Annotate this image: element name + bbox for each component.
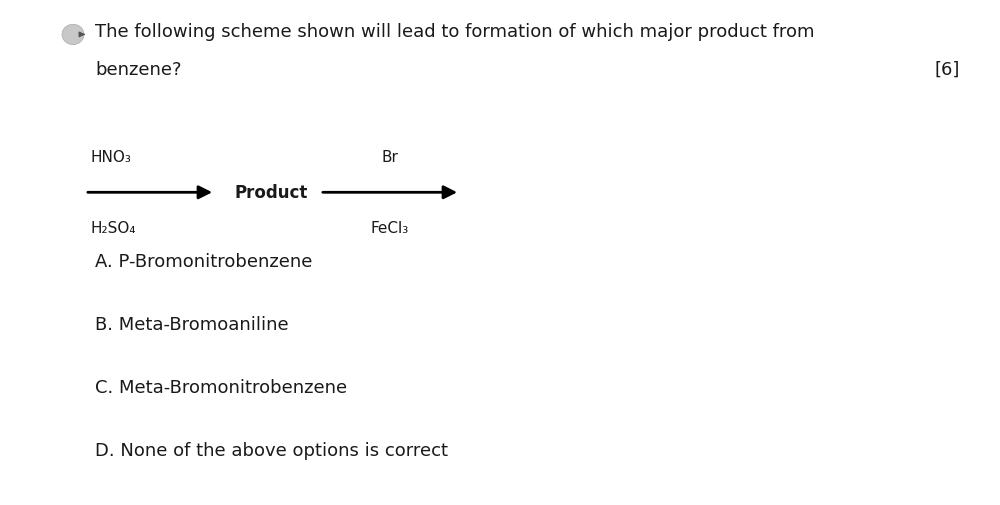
Text: The following scheme shown will lead to formation of which major product from: The following scheme shown will lead to … — [95, 23, 814, 41]
Ellipse shape — [62, 25, 84, 45]
Text: D. None of the above options is correct: D. None of the above options is correct — [95, 441, 448, 460]
Text: benzene?: benzene? — [95, 61, 182, 79]
Text: HNO₃: HNO₃ — [90, 150, 131, 165]
Text: [6]: [6] — [935, 61, 960, 79]
Text: B. Meta-Bromoaniline: B. Meta-Bromoaniline — [95, 315, 289, 333]
Text: H₂SO₄: H₂SO₄ — [90, 221, 136, 236]
Text: Product: Product — [235, 184, 308, 202]
Text: C. Meta-Bromonitrobenzene: C. Meta-Bromonitrobenzene — [95, 378, 347, 396]
Text: Br: Br — [382, 150, 398, 165]
Text: A. P-Bromonitrobenzene: A. P-Bromonitrobenzene — [95, 252, 312, 270]
Text: FeCl₃: FeCl₃ — [371, 221, 409, 236]
